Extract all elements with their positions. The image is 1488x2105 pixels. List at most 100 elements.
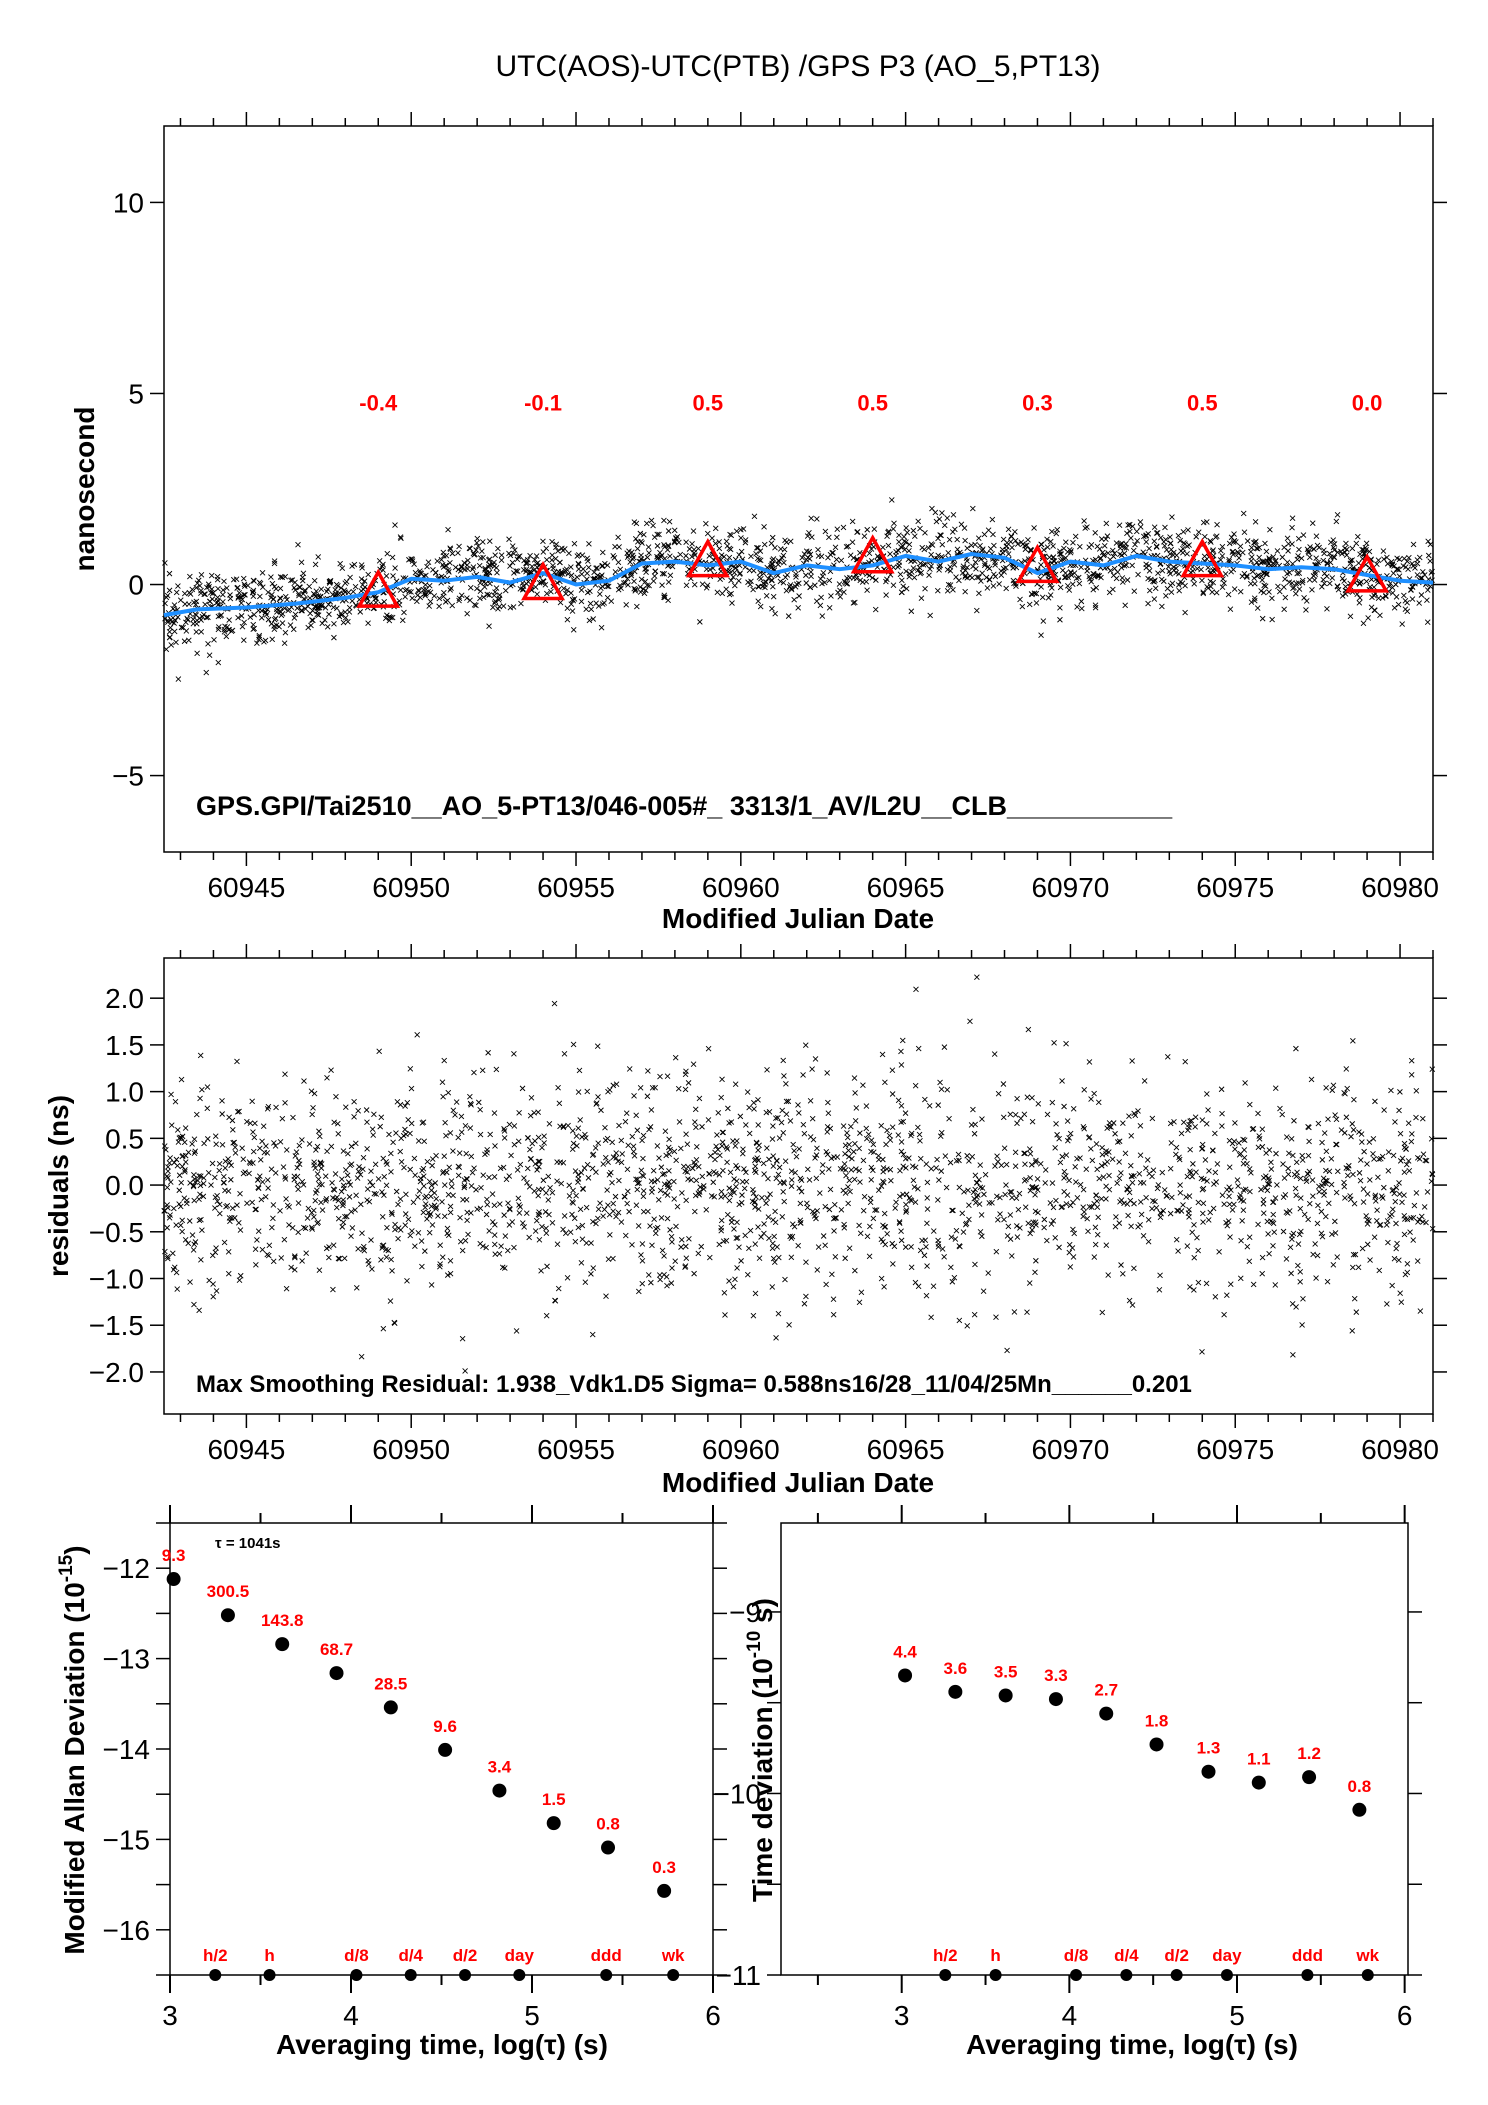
scatter-point [1301, 1211, 1308, 1218]
scatter-point [436, 603, 442, 610]
x-tick-label: 6 [705, 2000, 721, 2031]
scatter-point [1059, 567, 1066, 574]
x-tick-label: 3 [162, 2000, 178, 2031]
scatter-point [832, 1215, 838, 1221]
scatter-point [809, 1066, 815, 1072]
scatter-point [1135, 1108, 1141, 1114]
scatter-point [1273, 1150, 1279, 1157]
scatter-point [1031, 525, 1037, 531]
scatter-point [742, 1122, 749, 1128]
scatter-point [341, 587, 348, 594]
scatter-point [1355, 533, 1361, 540]
scatter-point [251, 578, 257, 584]
time-marker [404, 1969, 417, 1981]
scatter-point [793, 574, 799, 580]
scatter-point [782, 1276, 788, 1283]
mid-scatter-points [161, 974, 1436, 1374]
scatter-point [757, 548, 764, 554]
scatter-point [1315, 1202, 1321, 1209]
scatter-point [331, 1119, 337, 1126]
scatter-point [258, 1196, 265, 1203]
scatter-point [238, 594, 244, 600]
scatter-point [419, 1263, 425, 1270]
scatter-point [1384, 554, 1390, 561]
scatter-point [844, 580, 851, 587]
scatter-point [1371, 584, 1377, 591]
scatter-point [402, 1103, 409, 1109]
scatter-point [564, 587, 571, 593]
scatter-point [1350, 1127, 1357, 1133]
scatter-point [728, 1119, 735, 1125]
scatter-point [334, 605, 340, 612]
scatter-point [368, 1237, 374, 1243]
scatter-point [176, 1187, 183, 1194]
scatter-point [1062, 539, 1069, 546]
scatter-point [1091, 1254, 1098, 1260]
scatter-point [526, 1183, 533, 1190]
scatter-point [549, 1219, 556, 1226]
scatter-point [373, 599, 379, 606]
scatter-point [244, 1118, 250, 1125]
scatter-point [501, 1128, 508, 1134]
scatter-point [773, 1157, 780, 1164]
scatter-point [328, 1143, 335, 1150]
scatter-point [1314, 1252, 1321, 1259]
scatter-point [411, 561, 417, 567]
scatter-point [1299, 577, 1306, 584]
scatter-point [573, 1133, 580, 1139]
scatter-point [651, 1216, 657, 1222]
scatter-point [928, 1314, 934, 1321]
scatter-point [683, 1068, 689, 1075]
scatter-point [1199, 577, 1205, 584]
scatter-point [238, 600, 245, 606]
scatter-point [1061, 556, 1068, 562]
scatter-point [1266, 555, 1272, 561]
scatter-point [691, 546, 697, 553]
scatter-point [277, 1207, 283, 1214]
data-point [383, 1700, 398, 1715]
scatter-point [1306, 554, 1313, 561]
scatter-point [244, 1200, 250, 1207]
scatter-point [487, 1131, 494, 1138]
scatter-point [819, 1169, 826, 1176]
scatter-point [645, 1272, 652, 1278]
scatter-point [1397, 1089, 1403, 1095]
scatter-point [1260, 1200, 1267, 1207]
scatter-point [622, 1232, 629, 1239]
scatter-point [296, 1157, 302, 1164]
scatter-point [772, 610, 778, 617]
scatter-point [1016, 1190, 1023, 1197]
scatter-point [455, 1172, 462, 1179]
scatter-point [1200, 589, 1207, 595]
scatter-point [977, 1228, 984, 1235]
scatter-point [746, 1245, 752, 1252]
scatter-point [1009, 1194, 1015, 1201]
scatter-point [352, 1140, 359, 1147]
scatter-point [1143, 539, 1150, 545]
scatter-point [953, 1157, 960, 1164]
scatter-point [532, 1228, 539, 1234]
data-point [166, 1572, 181, 1587]
scatter-point [796, 593, 802, 599]
scatter-point [817, 602, 824, 609]
scatter-point [1126, 1297, 1133, 1304]
scatter-point [1106, 1120, 1113, 1126]
scatter-point [998, 572, 1005, 578]
scatter-point [407, 1066, 414, 1072]
scatter-point [1401, 1192, 1407, 1198]
scatter-point [738, 1199, 745, 1206]
scatter-point [1195, 1279, 1202, 1286]
scatter-point [683, 1255, 690, 1262]
scatter-point [1321, 570, 1328, 577]
scatter-point [712, 525, 719, 532]
scatter-point [1140, 1233, 1147, 1239]
scatter-point [648, 1189, 655, 1195]
scatter-point [388, 1169, 394, 1175]
scatter-point [1343, 1114, 1350, 1121]
scatter-point [1078, 598, 1085, 605]
scatter-point [340, 1148, 347, 1154]
scatter-point [756, 1142, 762, 1149]
scatter-point [549, 1189, 556, 1196]
scatter-point [532, 584, 539, 590]
scatter-point [822, 1203, 829, 1210]
